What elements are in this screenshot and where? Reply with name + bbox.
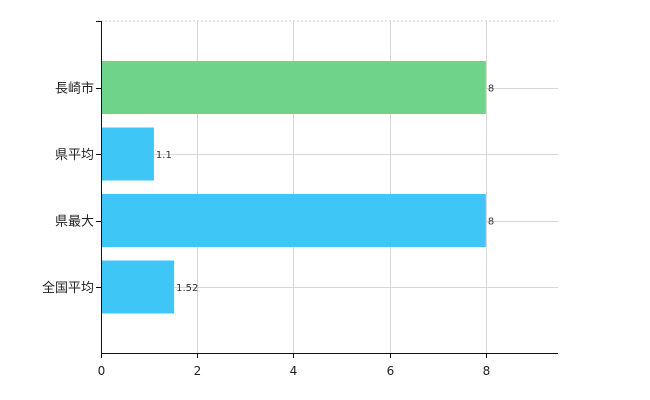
axes <box>101 21 558 354</box>
x-tick-label-2: 4 <box>290 364 298 378</box>
x-tick-label-1: 2 <box>194 364 202 378</box>
x-tick-label-4: 8 <box>483 364 491 378</box>
labels: 長崎市 8 県平均 1.1 県最大 8 全国平均 1.52 0 2 4 6 8 <box>42 21 494 378</box>
bar-1 <box>102 127 154 181</box>
category-label-3: 全国平均 <box>42 280 94 296</box>
bars <box>102 61 486 314</box>
bar-3 <box>102 260 175 314</box>
data-label-0: 8 <box>488 84 494 95</box>
data-label-2: 8 <box>488 217 494 228</box>
category-label-2: 県最大 <box>55 215 94 230</box>
category-label-0: 長崎市 <box>55 81 94 97</box>
x-tick-label-3: 6 <box>387 364 395 378</box>
data-label-3: 1.52 <box>176 283 198 294</box>
x-tick-label-0: 0 <box>98 364 106 378</box>
data-label-1: 1.1 <box>156 150 172 161</box>
category-label-1: 県平均 <box>55 148 94 163</box>
bar-2 <box>102 194 486 247</box>
bar-0 <box>102 61 486 114</box>
